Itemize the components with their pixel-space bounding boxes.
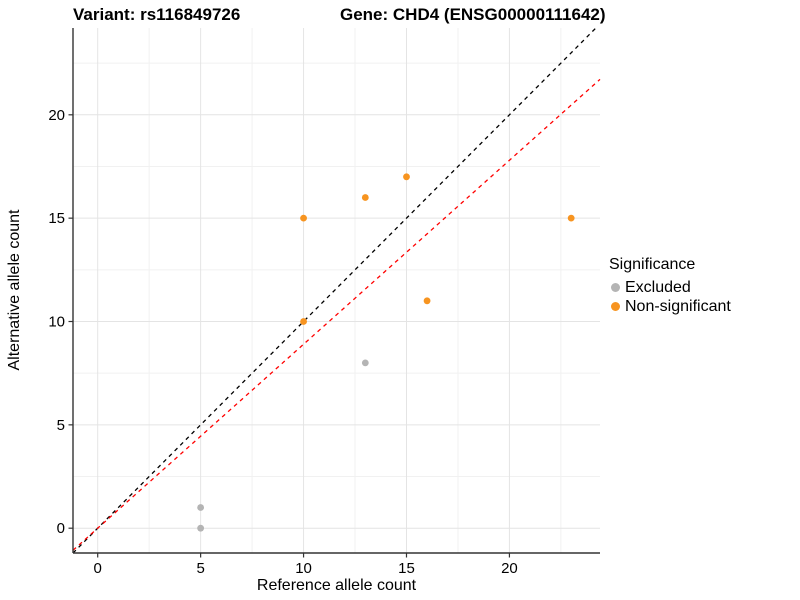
data-point-excluded (197, 504, 205, 511)
data-point-non-significant (403, 173, 410, 181)
data-point-non-significant (300, 214, 307, 222)
significance-legend: Significance Excluded Non-significant (609, 256, 731, 316)
gene-title: Gene: CHD4 (ENSG00000111642) (340, 5, 606, 24)
data-point-non-significant (567, 214, 575, 222)
legend-label-excluded: Excluded (625, 278, 691, 296)
non-significant-dot-icon (611, 302, 620, 311)
x-tick-label: 5 (196, 560, 204, 577)
data-point-non-significant (361, 194, 369, 201)
y-tick-label: 10 (48, 314, 65, 331)
legend-item-excluded: Excluded (609, 278, 731, 297)
y-tick-label: 5 (57, 417, 65, 434)
x-tick-label: 20 (501, 560, 518, 577)
x-tick-label: 0 (94, 560, 102, 577)
variant-title: Variant: rs116849726 (73, 5, 241, 24)
y-tick-label: 15 (48, 210, 65, 227)
excluded-dot-icon (611, 283, 620, 292)
x-axis-label: Reference allele count (256, 577, 417, 594)
data-point-non-significant (423, 297, 431, 305)
y-axis-label: Alternative allele count (6, 209, 23, 371)
expected-ratio-line (72, 78, 601, 551)
legend-item-non-significant: Non-significant (609, 297, 731, 316)
y-tick-label: 20 (48, 107, 65, 124)
x-tick-label: 10 (295, 560, 312, 577)
data-point-excluded (197, 524, 205, 532)
y-tick-label: 0 (57, 520, 65, 537)
identity-line (72, 27, 597, 554)
data-point-non-significant (300, 318, 307, 325)
legend-label-non-significant: Non-significant (625, 297, 731, 315)
x-tick-label: 15 (398, 560, 415, 577)
data-point-excluded (361, 359, 369, 367)
legend-title: Significance (609, 256, 696, 273)
